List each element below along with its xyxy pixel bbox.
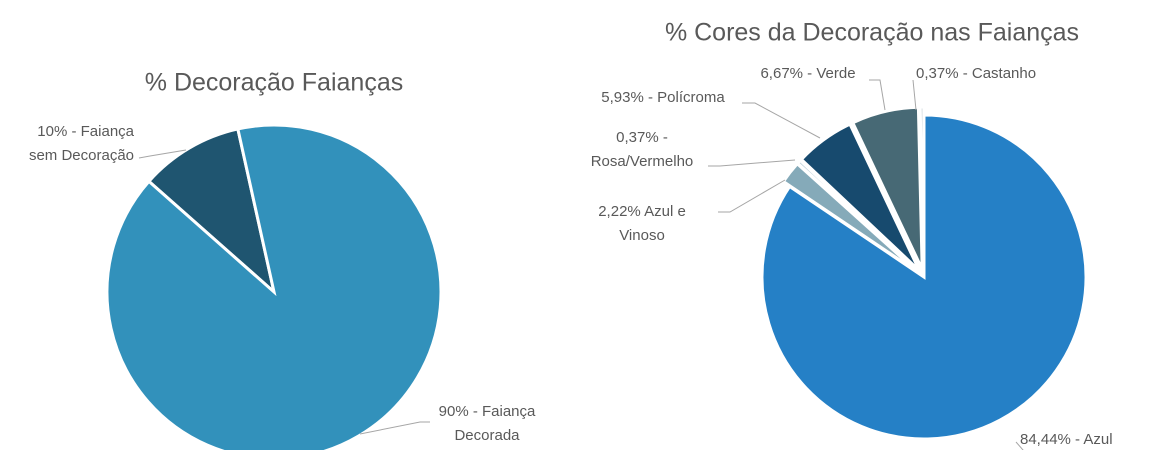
pie-slice — [105, 123, 443, 450]
leader-line — [359, 421, 430, 435]
pie-slice — [146, 127, 277, 297]
data-label: 6,67% - Verde — [760, 65, 855, 82]
data-label: 84,44% - Azul — [1020, 431, 1113, 448]
data-label: 0,37% - Castanho — [916, 65, 1036, 82]
leader-line — [742, 102, 821, 139]
data-label: 10% - Faiança — [37, 123, 134, 140]
data-label: Decorada — [454, 427, 520, 444]
leader-line — [718, 179, 786, 213]
data-label: 5,93% - Polícroma — [601, 89, 725, 106]
leader-line — [708, 159, 796, 167]
data-label: Rosa/Vermelho — [591, 153, 694, 170]
pie-slice — [850, 105, 924, 270]
pie-slice — [918, 105, 926, 270]
data-label: Vinoso — [619, 227, 665, 244]
leader-line — [912, 79, 917, 111]
pie-slice — [799, 122, 921, 272]
data-label: 0,37% - — [616, 129, 668, 146]
pie-slice — [795, 158, 920, 273]
leader-line — [869, 79, 886, 111]
data-label: 90% - Faiança — [439, 403, 536, 420]
chart-title: % Decoração Faianças — [145, 69, 403, 97]
data-label: sem Decoração — [29, 147, 134, 164]
pie-slice — [760, 113, 1088, 441]
data-label: 2,22% Azul e — [598, 203, 686, 220]
chart-title: % Cores da Decoração nas Faianças — [665, 19, 1079, 47]
leader-line — [138, 149, 187, 159]
leader-line — [1015, 441, 1024, 450]
